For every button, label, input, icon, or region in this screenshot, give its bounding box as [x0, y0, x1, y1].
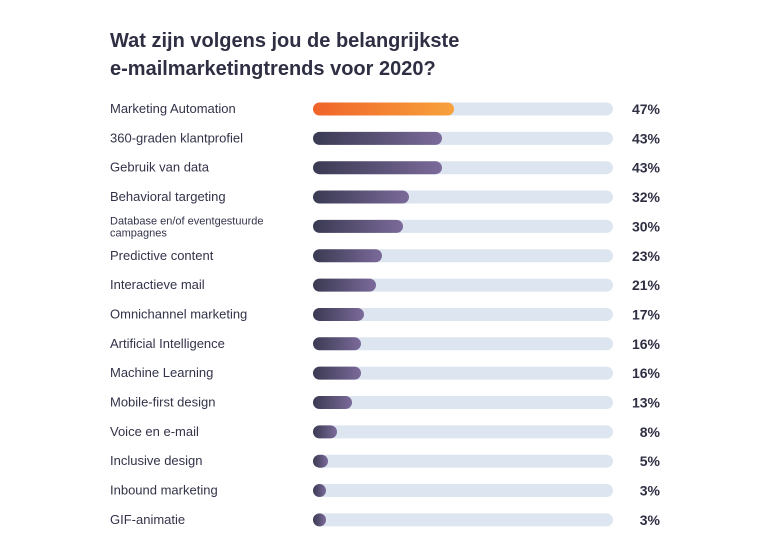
bar-track — [313, 278, 613, 292]
bar — [313, 484, 326, 498]
category-label: Inclusive design — [110, 453, 203, 468]
chart-title: Wat zijn volgens jou de belangrijkste e-… — [110, 27, 630, 83]
bar-row: GIF-animatie 3% — [110, 512, 661, 528]
category-label: Mobile-first design — [110, 395, 216, 410]
value-label: 5% — [640, 453, 661, 469]
value-label: 23% — [632, 248, 661, 264]
category-label: Artificial Intelligence — [110, 336, 225, 351]
bar-row: Database en/of eventgestuurde campagnes 30… — [110, 215, 661, 239]
bar-row: Predictive content 23% — [110, 248, 661, 264]
bar-row: Interactieve mail 21% — [110, 277, 661, 293]
bar — [313, 102, 454, 116]
bar-row: Voice en e-mail 8% — [110, 424, 661, 440]
bar-track — [313, 425, 613, 439]
bar-track — [313, 396, 613, 409]
category-label: Database en/of eventgestuurde campagnes — [110, 215, 264, 239]
bar-row: Behavioral targeting 32% — [110, 189, 661, 205]
bar-track — [313, 513, 613, 527]
bar-row: Machine Learning 16% — [110, 365, 661, 381]
value-label: 8% — [640, 424, 661, 440]
chart-title-line-1: Wat zijn volgens jou de belangrijkste — [110, 30, 460, 52]
value-label: 47% — [632, 101, 661, 117]
value-label: 21% — [632, 277, 661, 293]
bar-row: Gebruik van data 43% — [110, 160, 661, 176]
bar-track — [313, 337, 613, 351]
bar — [313, 219, 403, 233]
bar-row: 360-graden klantprofiel 43% — [110, 130, 661, 146]
category-label: Machine Learning — [110, 365, 213, 380]
bar — [313, 307, 364, 321]
value-label: 16% — [632, 336, 661, 352]
bar — [313, 190, 409, 204]
category-label: Interactieve mail — [110, 277, 205, 292]
bar-track — [313, 307, 613, 321]
bar-row: Omnichannel marketing 17% — [110, 306, 661, 322]
value-label: 16% — [632, 365, 661, 381]
category-label: GIF-animatie — [110, 512, 185, 527]
value-label: 43% — [632, 160, 661, 176]
bar — [313, 337, 361, 351]
value-label: 30% — [632, 218, 661, 234]
bar-track — [313, 484, 613, 498]
bar-row: Inclusive design 5% — [110, 453, 661, 469]
category-label: Inbound marketing — [110, 483, 218, 498]
bar-row: Marketing Automation 47% — [110, 101, 661, 117]
category-label: Omnichannel marketing — [110, 306, 247, 321]
bar — [313, 396, 352, 409]
bar — [313, 366, 361, 380]
value-label: 3% — [640, 483, 661, 499]
value-label: 43% — [632, 130, 661, 146]
bar — [313, 249, 382, 263]
bar-row: Inbound marketing 3% — [110, 483, 661, 499]
bar — [313, 161, 442, 175]
bar — [313, 513, 326, 527]
bar — [313, 425, 337, 439]
chart-title-line-2: e-mailmarketingtrends voor 2020? — [110, 58, 436, 80]
bar-track — [313, 454, 613, 468]
category-label: Predictive content — [110, 248, 214, 263]
bar — [313, 278, 376, 292]
category-label: Behavioral targeting — [110, 189, 226, 204]
value-label: 17% — [632, 306, 661, 322]
bar — [313, 131, 442, 145]
bar-row: Artificial Intelligence 16% — [110, 336, 661, 352]
category-label: Gebruik van data — [110, 160, 210, 175]
bar-track — [313, 366, 613, 380]
bar-track — [313, 249, 613, 263]
value-label: 32% — [632, 189, 661, 205]
category-label: Marketing Automation — [110, 101, 236, 116]
category-label: 360-graden klantprofiel — [110, 130, 243, 145]
bar-row: Mobile-first design 13% — [110, 395, 661, 411]
category-label: Voice en e-mail — [110, 424, 199, 439]
value-label: 3% — [640, 512, 661, 528]
value-label: 13% — [632, 395, 661, 411]
bar — [313, 454, 328, 468]
